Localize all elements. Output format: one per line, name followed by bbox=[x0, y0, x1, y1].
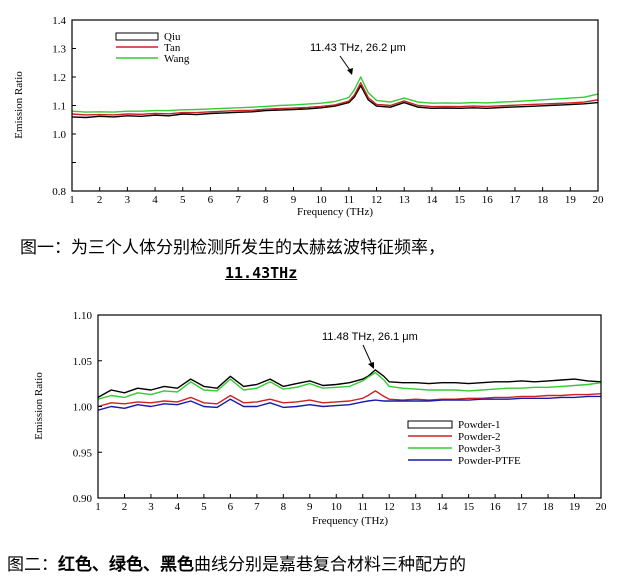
chart-1-x-tick-label: 2 bbox=[97, 194, 103, 206]
chart-2-x-tick-label: 14 bbox=[437, 501, 449, 513]
figure-1-caption-frequency: 11.43THz bbox=[225, 264, 298, 282]
chart-2-x-tick-label: 15 bbox=[463, 501, 475, 513]
chart-1-x-tick-label: 18 bbox=[537, 194, 549, 206]
chart-1-x-tick-label: 15 bbox=[454, 194, 466, 206]
chart-2-x-tick-label: 18 bbox=[543, 501, 555, 513]
chart-2-x-tick-label: 13 bbox=[410, 501, 422, 513]
chart-2-series-powder-ptfe bbox=[97, 395, 601, 411]
chart-1-x-tick-label: 8 bbox=[263, 194, 269, 206]
chart-1-x-axis-title: Frequency (THz) bbox=[297, 206, 373, 218]
chart-2-x-tick-label: 11 bbox=[357, 501, 368, 513]
chart-1-y-tick-label: 1.4 bbox=[52, 15, 66, 27]
chart-1-legend-label-qiu: Qiu bbox=[164, 31, 181, 43]
chart-2-annotation-arrowhead bbox=[368, 362, 374, 369]
chart-2-x-tick-label: 1 bbox=[95, 501, 101, 513]
figure-2-caption-suffix: 曲线分别是嘉巷复合材料三种配方的 bbox=[194, 555, 466, 575]
chart-1-x-ticks: 1 2 3 4 5 6 7 8 9 10 11 12 13 14 15 16 17 18 19 20 bbox=[69, 187, 604, 206]
chart-2-x-tick-label: 4 bbox=[175, 501, 181, 513]
chart-2-legend-label-powder-3: Powder-3 bbox=[458, 443, 501, 455]
chart-2-x-tick-label: 17 bbox=[516, 501, 528, 513]
figure-2-caption-prefix: 图二： bbox=[7, 555, 58, 575]
chart-2-series-powder-2 bbox=[97, 390, 602, 408]
chart-2-legend-label-powder-1: Powder-1 bbox=[458, 419, 501, 431]
chart-1-legend-label-tan: Tan bbox=[164, 42, 181, 54]
figure-1-caption: 图一：为三个人体分别检测所发生的太赫兹波特征频率， bbox=[20, 238, 445, 258]
chart-2-series-powder-3 bbox=[97, 371, 602, 400]
chart-2-x-ticks: 1 2 3 4 5 6 7 8 9 10 11 12 13 14 15 16 17 18 19 20 bbox=[95, 494, 607, 513]
chart-2-y-tick-label: 1.05 bbox=[73, 356, 93, 368]
chart-1-legend-label-wang: Wang bbox=[164, 53, 190, 65]
chart-1-y-tick-label: 1.1 bbox=[52, 101, 66, 113]
chart-1-x-tick-label: 4 bbox=[152, 194, 158, 206]
chart-2-legend: Powder-1 Powder-2 Powder-3 Powder-PTFE bbox=[407, 419, 521, 467]
figure-2-caption: 图二：红色、绿色、黑色曲线分别是嘉巷复合材料三种配方的 bbox=[7, 550, 627, 575]
figure-2-caption-green: 绿色 bbox=[109, 555, 143, 575]
chart-2-y-tick-label: 1.00 bbox=[73, 402, 93, 414]
chart-1-y-axis-title: Emission Ratio bbox=[13, 71, 25, 139]
chart-1-x-tick-label: 10 bbox=[316, 194, 328, 206]
chart-1-x-tick-label: 6 bbox=[208, 194, 214, 206]
chart-1-x-tick-label: 5 bbox=[180, 194, 186, 206]
chart-1-x-tick-label: 14 bbox=[426, 194, 438, 206]
chart-2-x-tick-label: 19 bbox=[569, 501, 581, 513]
chart-2-x-tick-label: 16 bbox=[490, 501, 502, 513]
figure-2-caption-sep2: 、 bbox=[143, 555, 160, 575]
chart-2-y-tick-label: 1.10 bbox=[73, 310, 93, 322]
chart-1-x-tick-label: 16 bbox=[482, 194, 494, 206]
chart-1-x-tick-label: 9 bbox=[291, 194, 297, 206]
chart-2-x-tick-label: 12 bbox=[384, 501, 395, 513]
chart-1-annotation-arrowhead bbox=[347, 68, 353, 75]
chart-2-x-tick-label: 9 bbox=[307, 501, 313, 513]
chart-1-x-tick-label: 13 bbox=[399, 194, 411, 206]
chart-2-x-tick-label: 6 bbox=[228, 501, 234, 513]
chart-1-x-tick-label: 19 bbox=[565, 194, 577, 206]
chart-1-x-tick-label: 7 bbox=[235, 194, 241, 206]
chart-2-legend-swatch-powder-1 bbox=[407, 420, 453, 429]
chart-1-x-tick-label: 11 bbox=[344, 194, 355, 206]
chart-1-y-tick-label: 1.2 bbox=[52, 72, 66, 84]
chart-1-series-qiu bbox=[71, 84, 599, 119]
chart-1-series-tan bbox=[71, 82, 599, 116]
chart-1-legend: Qiu Tan Wang bbox=[115, 31, 190, 65]
chart-2-annotation: 11.48 THz, 26.1 μm bbox=[322, 331, 418, 343]
figure-2-caption-red: 红色 bbox=[58, 555, 92, 575]
chart-2-x-axis-title: Frequency (THz) bbox=[312, 515, 388, 527]
chart-2-x-tick-label: 10 bbox=[331, 501, 343, 513]
chart-2-series-powder-1 bbox=[97, 369, 602, 399]
chart-2-legend-label-powder-ptfe: Powder-PTFE bbox=[458, 455, 521, 467]
chart-2-y-axis-title: Emission Ratio bbox=[33, 372, 45, 440]
chart-1-legend-swatch-qiu bbox=[115, 32, 159, 41]
chart-2-x-tick-label: 3 bbox=[148, 501, 154, 513]
chart-1-x-tick-label: 20 bbox=[593, 194, 605, 206]
chart-2-x-tick-label: 5 bbox=[201, 501, 207, 513]
chart-2-x-tick-label: 8 bbox=[281, 501, 287, 513]
chart-1-y-ticks: 0.8 1.0 1.1 1.2 1.3 1.4 bbox=[52, 15, 76, 198]
figure-2-caption-black: 黑色 bbox=[160, 555, 194, 575]
chart-2-y-tick-label: 0.95 bbox=[73, 447, 93, 459]
chart-1-y-tick-label: 1.0 bbox=[52, 129, 66, 141]
chart-2-series-lines bbox=[97, 369, 602, 411]
chart-1-y-tick-label: 0.8 bbox=[52, 186, 66, 198]
chart-2-legend-label-powder-2: Powder-2 bbox=[458, 431, 501, 443]
chart-1-x-tick-label: 12 bbox=[371, 194, 382, 206]
chart-1-y-tick-label: 1.3 bbox=[52, 44, 66, 56]
chart-1-x-tick-label: 1 bbox=[69, 194, 75, 206]
chart-2-x-tick-label: 2 bbox=[122, 501, 128, 513]
chart-2-x-tick-label: 7 bbox=[254, 501, 260, 513]
chart-2-y-ticks: 0.90 0.95 1.00 1.05 1.10 bbox=[73, 310, 102, 505]
chart-1-series-lines bbox=[71, 76, 599, 119]
chart-2-y-tick-label: 0.90 bbox=[73, 493, 93, 505]
chart-1-x-tick-label: 17 bbox=[509, 194, 521, 206]
chart-1-x-tick-label: 3 bbox=[125, 194, 131, 206]
figure-2-caption-sep1: 、 bbox=[92, 555, 109, 575]
chart-2-x-tick-label: 20 bbox=[596, 501, 608, 513]
chart-1-series-wang bbox=[71, 76, 599, 113]
chart-1-annotation: 11.43 THz, 26.2 μm bbox=[310, 42, 406, 54]
